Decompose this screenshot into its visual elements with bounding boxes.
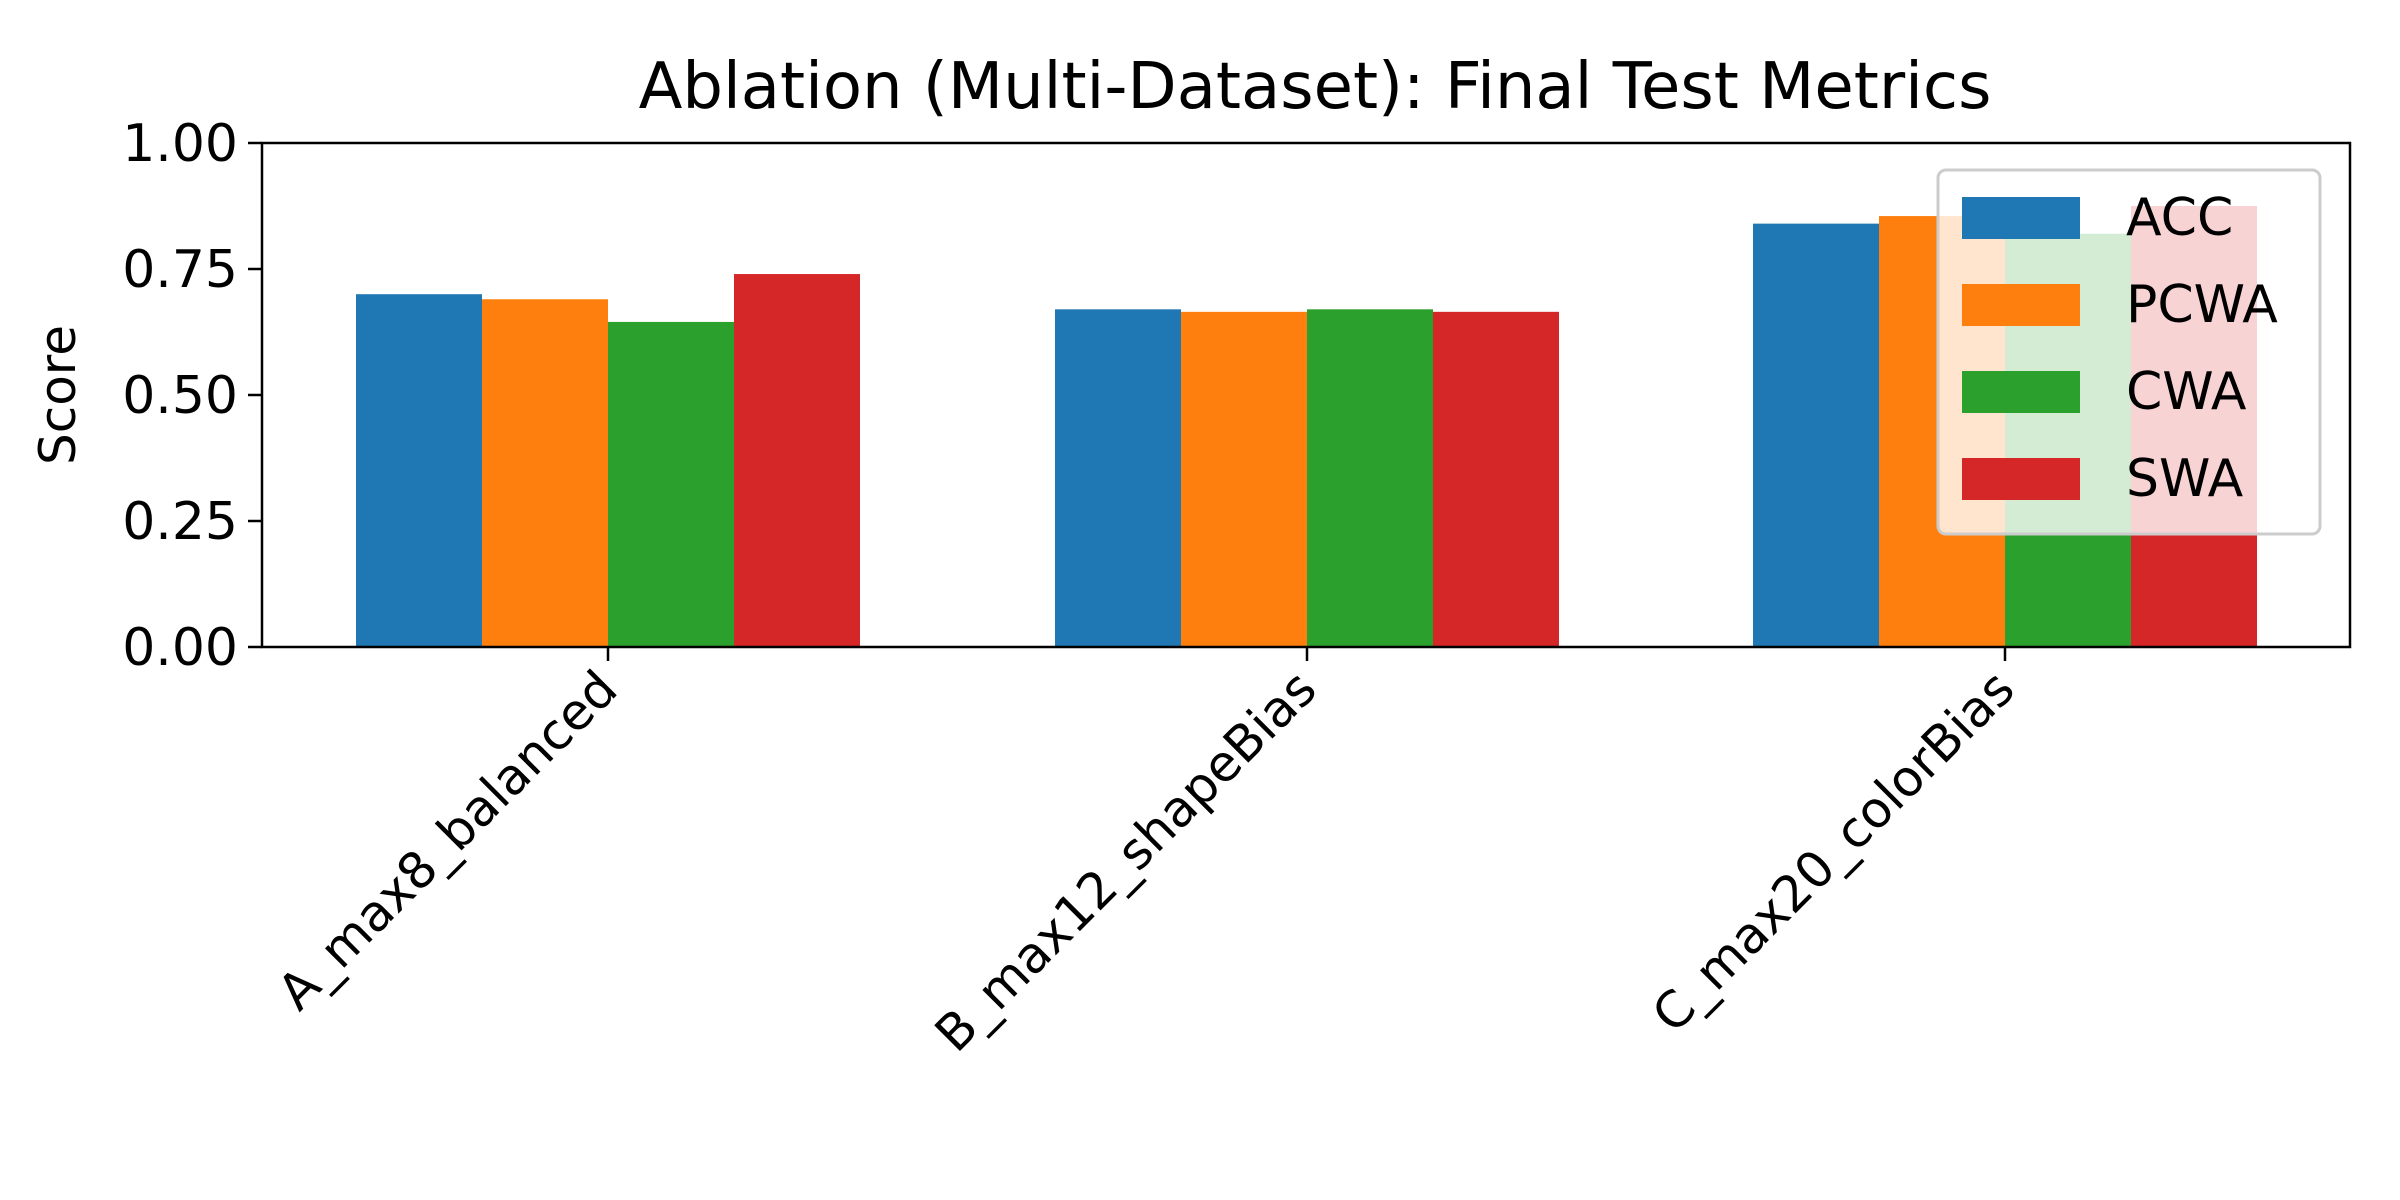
x-tick-label: A_max8_balanced [267, 659, 629, 1021]
legend-swatch-swa [1962, 458, 2080, 500]
bar-pcwa-0 [482, 299, 608, 647]
y-axis: 0.00 0.25 0.50 0.75 1.00 [122, 114, 262, 678]
y-tick-label: 0.25 [122, 492, 238, 552]
bar-acc-0 [356, 294, 482, 647]
x-axis: A_max8_balanced B_max12_shapeBias C_max20_… [267, 647, 2025, 1063]
legend-label-swa: SWA [2126, 449, 2244, 509]
chart-title: Ablation (Multi-Dataset): Final Test Met… [639, 50, 1992, 124]
y-tick-label: 1.00 [122, 114, 238, 174]
legend-label-acc: ACC [2126, 188, 2233, 248]
legend-label-cwa: CWA [2126, 362, 2247, 422]
x-tick-label: B_max12_shapeBias [924, 659, 1327, 1062]
bar-swa-0 [734, 274, 860, 647]
x-tick-label: C_max20_colorBias [1641, 659, 2025, 1043]
bar-cwa-0 [608, 321, 734, 647]
y-axis-label: Score [29, 325, 87, 465]
legend-swatch-pcwa [1962, 284, 2080, 326]
legend: ACC PCWA CWA SWA [1936, 168, 2322, 536]
bar-acc-1 [1055, 309, 1181, 647]
bar-swa-1 [1433, 311, 1559, 647]
bar-pcwa-1 [1181, 311, 1307, 647]
bar-acc-2 [1753, 223, 1879, 647]
legend-label-pcwa: PCWA [2126, 275, 2278, 335]
y-tick-label: 0.50 [122, 366, 238, 426]
legend-box [1936, 168, 2322, 536]
bar-cwa-1 [1307, 309, 1433, 647]
y-tick-label: 0.00 [122, 618, 238, 678]
legend-swatch-cwa [1962, 371, 2080, 413]
legend-swatch-acc [1962, 197, 2080, 239]
y-tick-label: 0.75 [122, 240, 238, 300]
